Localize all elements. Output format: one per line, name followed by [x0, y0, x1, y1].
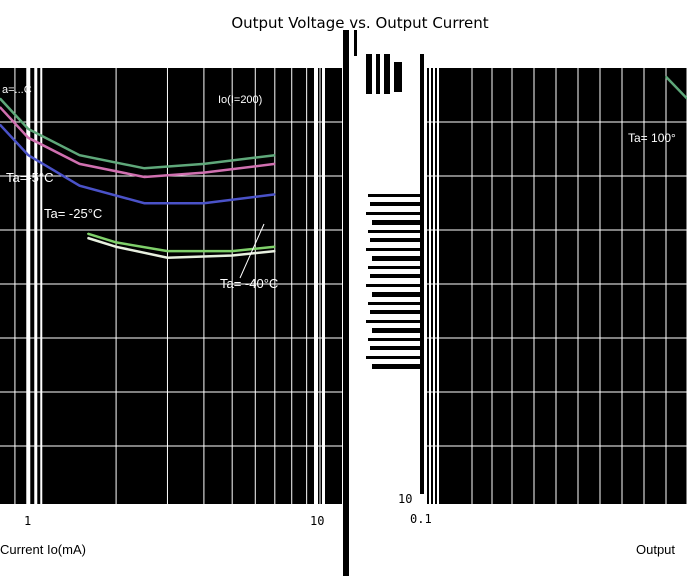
right-x-axis-label: Output: [636, 542, 676, 557]
divider-glitch: [354, 30, 357, 56]
left-series-1-point-3: [143, 176, 146, 178]
left-x-axis-label: Current Io(mA): [0, 542, 86, 557]
left-series-0-point-4: [203, 163, 205, 165]
chart-title: Output Voltage vs. Output Current: [231, 14, 489, 32]
left-series-0-point-0: [0, 97, 1, 100]
left-x1-bar-a: [26, 68, 31, 504]
left-series-2-point-5: [274, 193, 276, 196]
right-annotation-ta-100: Ta= 100°: [628, 131, 676, 145]
left-series-4-point-4: [274, 250, 276, 252]
left-series-line-1: [0, 106, 275, 179]
left-annotation-condition: Io(I=200): [218, 94, 263, 106]
left-series-2-point-4: [203, 202, 205, 204]
left-series-line-0: [0, 97, 275, 170]
left-series-4-point-0: [87, 237, 89, 239]
left-annotation-ta-m25: Ta= -25°C: [44, 206, 103, 221]
left-x1-bar-c: [40, 68, 43, 504]
left-series-2-point-1: [27, 154, 30, 156]
left-series-3-point-4: [274, 246, 276, 248]
left-series-2-point-3: [143, 202, 146, 204]
right-series-line-0: [665, 75, 687, 100]
left-series-4-point-1: [115, 246, 117, 248]
left-series-3-point-2: [166, 250, 169, 252]
left-series-0-point-1: [27, 128, 30, 130]
left-annotation-top-left: a=...C: [2, 84, 32, 96]
left-series-0-point-5: [274, 154, 276, 156]
right-series-0-point-0: [665, 75, 667, 78]
left-annotation-arrow: [239, 223, 265, 279]
left-x1-bar-b: [34, 68, 38, 504]
left-series-4-point-2: [166, 256, 169, 259]
left-annotation-ta-m40: Ta= -40°C: [220, 276, 279, 291]
left-x10-bar-a: [314, 68, 318, 504]
left-series-0-point-2: [78, 154, 81, 156]
left-series-1-point-2: [78, 163, 81, 165]
left-annotation-ta-m5: Ta=-5°C: [6, 170, 54, 185]
left-series-1-point-5: [274, 163, 276, 165]
right-y-axis-artifact: [366, 54, 424, 494]
left-series-1-point-0: [0, 106, 1, 108]
right-plot-area: [426, 68, 687, 504]
left-series-3-point-0: [87, 232, 89, 235]
right-chart-svg: [426, 68, 687, 504]
left-series-0-point-3: [143, 167, 146, 170]
left-series-2-point-2: [78, 184, 81, 187]
left-x10-bar-b: [322, 68, 325, 504]
left-series-4-point-3: [231, 254, 233, 257]
panel-divider: [343, 30, 349, 576]
right-y-tick-10: 10: [398, 492, 413, 506]
left-series-1-point-4: [203, 171, 205, 174]
left-series-3-point-3: [231, 250, 233, 252]
left-plot-area: [0, 68, 342, 504]
left-chart-svg: [0, 68, 342, 504]
left-x-tick-1: 1: [24, 514, 32, 528]
right-x-tick-0-1: 0.1: [410, 512, 432, 526]
left-series-3-point-1: [115, 241, 117, 244]
left-x-tick-10: 10: [310, 514, 325, 528]
left-series-line-2: [0, 123, 275, 205]
left-series-1-point-1: [27, 137, 30, 139]
left-series-2-point-0: [0, 123, 1, 126]
